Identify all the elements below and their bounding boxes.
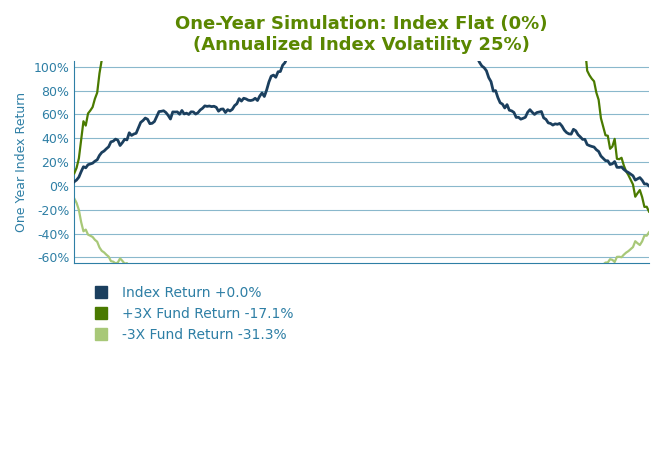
Title: One-Year Simulation: Index Flat (0%)
(Annualized Index Volatility 25%): One-Year Simulation: Index Flat (0%) (An… bbox=[175, 15, 548, 54]
Y-axis label: One Year Index Return: One Year Index Return bbox=[15, 92, 28, 232]
Legend: Index Return +0.0%, +3X Fund Return -17.1%, -3X Fund Return -31.3%: Index Return +0.0%, +3X Fund Return -17.… bbox=[81, 280, 299, 347]
